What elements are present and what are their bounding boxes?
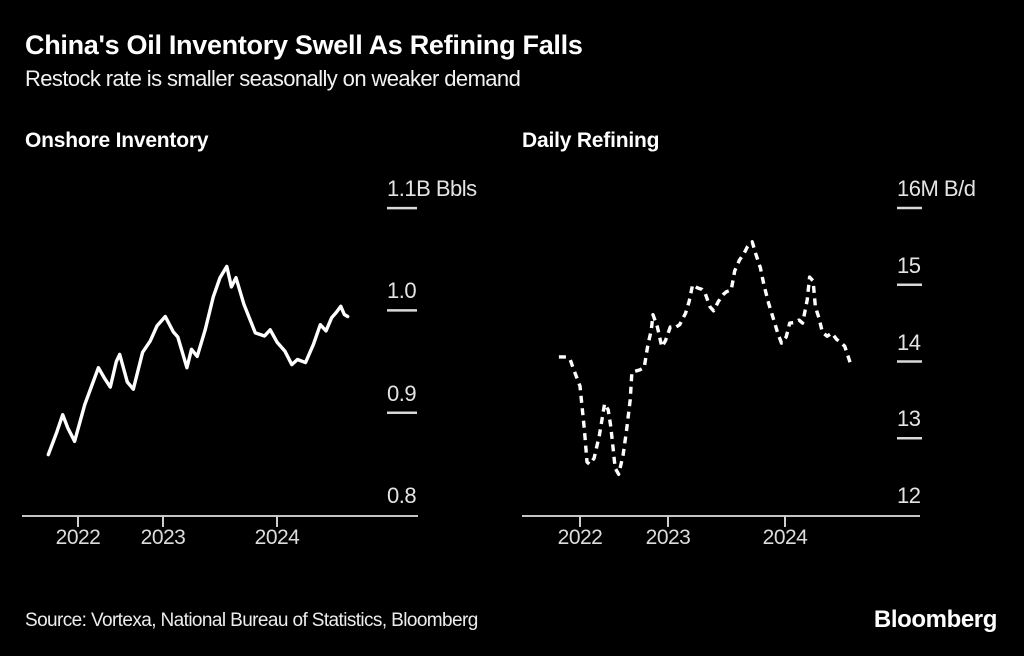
x-axis-tick-label: 2022 <box>557 526 603 549</box>
series-line-dashed <box>558 240 853 476</box>
y-axis-tick-label: 1.0 <box>387 278 417 304</box>
y-axis-tick-label: 16M B/d <box>897 176 976 201</box>
page-title: China's Oil Inventory Swell As Refining … <box>25 30 583 60</box>
series-line-solid <box>46 264 350 457</box>
y-axis-tick-label: 1.1B Bbls <box>387 176 477 202</box>
x-axis-tick-label: 2024 <box>762 526 808 549</box>
x-axis-tick-label: 2023 <box>140 526 186 549</box>
y-axis-tick-label: 15 <box>897 252 921 278</box>
x-axis-tick-label: 2024 <box>254 526 300 549</box>
y-axis-tick-label: 12 <box>897 483 921 508</box>
chart-title-daily-refining: Daily Refining <box>522 129 660 152</box>
y-axis-tick-label: 13 <box>897 406 921 432</box>
x-axis-tick-label: 2022 <box>55 526 101 549</box>
y-axis-tick-label: 0.8 <box>387 483 417 508</box>
y-axis-tick-label: 0.9 <box>387 380 417 406</box>
x-axis-tick-label: 2023 <box>645 526 691 549</box>
subtitle: Restock rate is smaller seasonally on we… <box>25 66 521 91</box>
chart-title-onshore-inventory: Onshore Inventory <box>25 129 209 152</box>
y-axis-tick-label: 14 <box>897 329 921 355</box>
source-attribution: Source: Vortexa, National Bureau of Stat… <box>25 610 478 631</box>
bloomberg-logo: Bloomberg <box>873 606 997 633</box>
